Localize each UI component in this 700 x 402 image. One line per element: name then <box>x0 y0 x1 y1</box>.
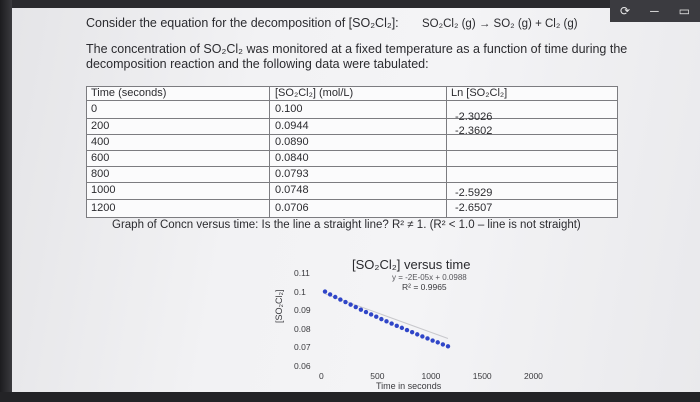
data-table: Time (seconds) [SO₂Cl₂] (mol/L) Ln [SO₂C… <box>86 86 618 218</box>
cell-concentration: 0.0748 <box>275 184 309 196</box>
cell-concentration: 0.0793 <box>275 168 309 180</box>
data-point <box>363 309 369 315</box>
cell-ln-concentration: -2.5929 <box>455 187 493 199</box>
cell-time: 1200 <box>91 202 116 214</box>
data-point <box>353 304 358 310</box>
y-tick-label: 0.1 <box>294 286 306 297</box>
header-ln-concentration: Ln [SO₂Cl₂] <box>451 87 508 99</box>
chart-canvas <box>322 289 451 349</box>
x-tick-label: 1000 <box>421 371 441 381</box>
y-tick-label: 0.11 <box>294 268 310 278</box>
y-axis-label: [SO₂Cl₂] <box>274 289 284 324</box>
trendline-equation: y = -2E-05x + 0.0988 <box>392 273 467 282</box>
y-tick-label: 0.07 <box>294 342 311 353</box>
data-point <box>445 344 451 349</box>
y-tick-label: 0.06 <box>294 361 311 371</box>
data-point <box>327 292 333 297</box>
data-point <box>333 294 338 300</box>
header-concentration: [SO₂Cl₂] (mol/L) <box>275 87 354 99</box>
monitor-bezel-bottom <box>0 392 700 402</box>
monitor-bezel-left <box>0 0 12 402</box>
scatter-chart: [SO₂Cl₂] versus time y = -2E-05x + 0.098… <box>274 253 543 393</box>
monitor-bezel-top <box>0 0 700 8</box>
trendline <box>324 293 449 339</box>
data-point <box>399 325 405 331</box>
intro-line-2: The concentration of SO₂Cl₂ was monitore… <box>86 42 628 56</box>
x-tick-label: 0 <box>319 371 324 381</box>
data-point <box>322 289 328 294</box>
maximize-icon[interactable]: ▭ <box>678 4 690 18</box>
cell-time: 1000 <box>91 184 116 196</box>
data-point <box>394 323 399 329</box>
data-point <box>425 336 430 341</box>
data-point <box>389 321 394 326</box>
data-point <box>409 329 415 335</box>
intro-line-3: decomposition reaction and the following… <box>86 57 429 71</box>
refresh-icon[interactable]: ⟳ <box>620 4 631 18</box>
y-tick-label: 0.08 <box>294 323 311 334</box>
data-point <box>343 299 348 305</box>
cell-concentration: 0.100 <box>275 103 303 115</box>
data-point <box>430 338 435 343</box>
cell-concentration: 0.0890 <box>275 136 309 148</box>
minimize-icon[interactable]: ─ <box>650 4 659 18</box>
y-tick-label: 0.09 <box>294 305 311 316</box>
x-tick-label: 500 <box>370 371 385 381</box>
header-time: Time (seconds) <box>91 87 167 99</box>
cell-ln-concentration: -2.6507 <box>455 202 493 214</box>
data-point <box>440 342 446 347</box>
data-point <box>348 302 353 307</box>
cell-ln-concentration: -2.3026 <box>455 111 493 123</box>
intro-line-1: Consider the equation for the decomposit… <box>86 16 399 30</box>
x-tick-label: 1500 <box>472 371 492 381</box>
data-point <box>404 327 410 333</box>
cell-time: 400 <box>91 136 110 148</box>
window-controls: ⟳ ─ ▭ <box>610 0 700 22</box>
cell-concentration: 0.0944 <box>275 120 309 132</box>
x-tick-label: 2000 <box>524 371 543 381</box>
cell-time: 600 <box>91 152 110 164</box>
cell-time: 800 <box>91 168 110 180</box>
graph-caption: Graph of Concn versus time: Is the line … <box>112 219 581 231</box>
data-point <box>415 332 420 337</box>
data-point <box>420 334 425 339</box>
data-point <box>368 312 374 317</box>
x-axis-label: Time in seconds <box>376 381 442 391</box>
r-squared-label: R² = 0.9965 <box>402 282 447 292</box>
data-point <box>374 314 379 319</box>
cell-time: 0 <box>91 103 98 115</box>
reaction-equation: SO₂Cl₂ (g) → SO₂ (g) + Cl₂ (g) <box>422 18 578 30</box>
data-point <box>379 316 384 322</box>
chart-title: [SO₂Cl₂] versus time <box>352 257 471 272</box>
data-point <box>384 319 389 324</box>
cell-concentration: 0.0840 <box>275 152 309 164</box>
cell-concentration: 0.0706 <box>275 202 309 214</box>
cell-ln-concentration: -2.3602 <box>455 125 493 137</box>
data-point <box>435 340 440 345</box>
data-point <box>358 307 364 312</box>
data-point <box>338 297 343 302</box>
cell-time: 200 <box>91 120 110 132</box>
